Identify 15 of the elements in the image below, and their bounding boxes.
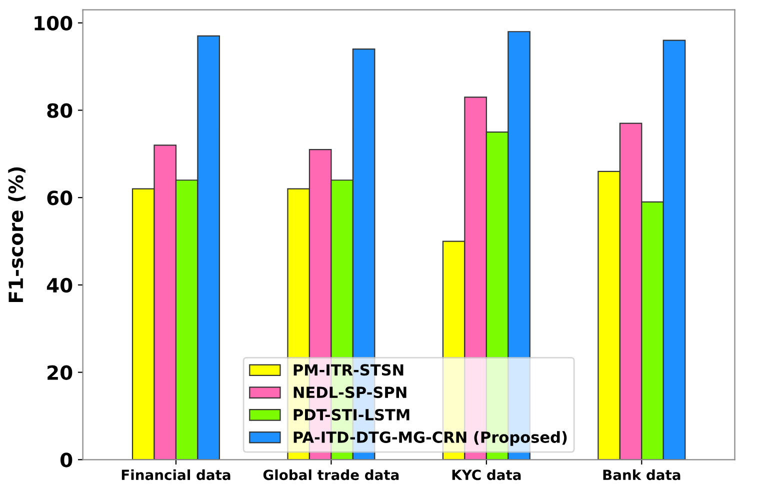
legend-label: PA-ITD-DTG-MG-CRN (Proposed) [294,431,567,446]
x-tick-label: Global trade data [263,469,399,480]
legend-label: PM-ITR-STSN [294,364,404,376]
x-tick-label: KYC data [452,469,521,480]
y-axis-title: F1-score (%) [8,167,26,302]
y-tick-label: 0 [60,452,72,468]
y-tick-label: 100 [34,16,72,31]
y-tick-label: 60 [47,190,72,206]
legend-label: NEDL-SP-SPN [294,386,406,398]
y-tick-label: 40 [46,278,72,293]
x-tick-label: Bank data [603,469,680,480]
y-tick-label: 80 [47,103,72,118]
x-tick-label: Financial data [122,469,230,480]
y-tick-label: 20 [48,365,72,380]
legend-label: PDT-STI-LSTM [294,408,410,421]
